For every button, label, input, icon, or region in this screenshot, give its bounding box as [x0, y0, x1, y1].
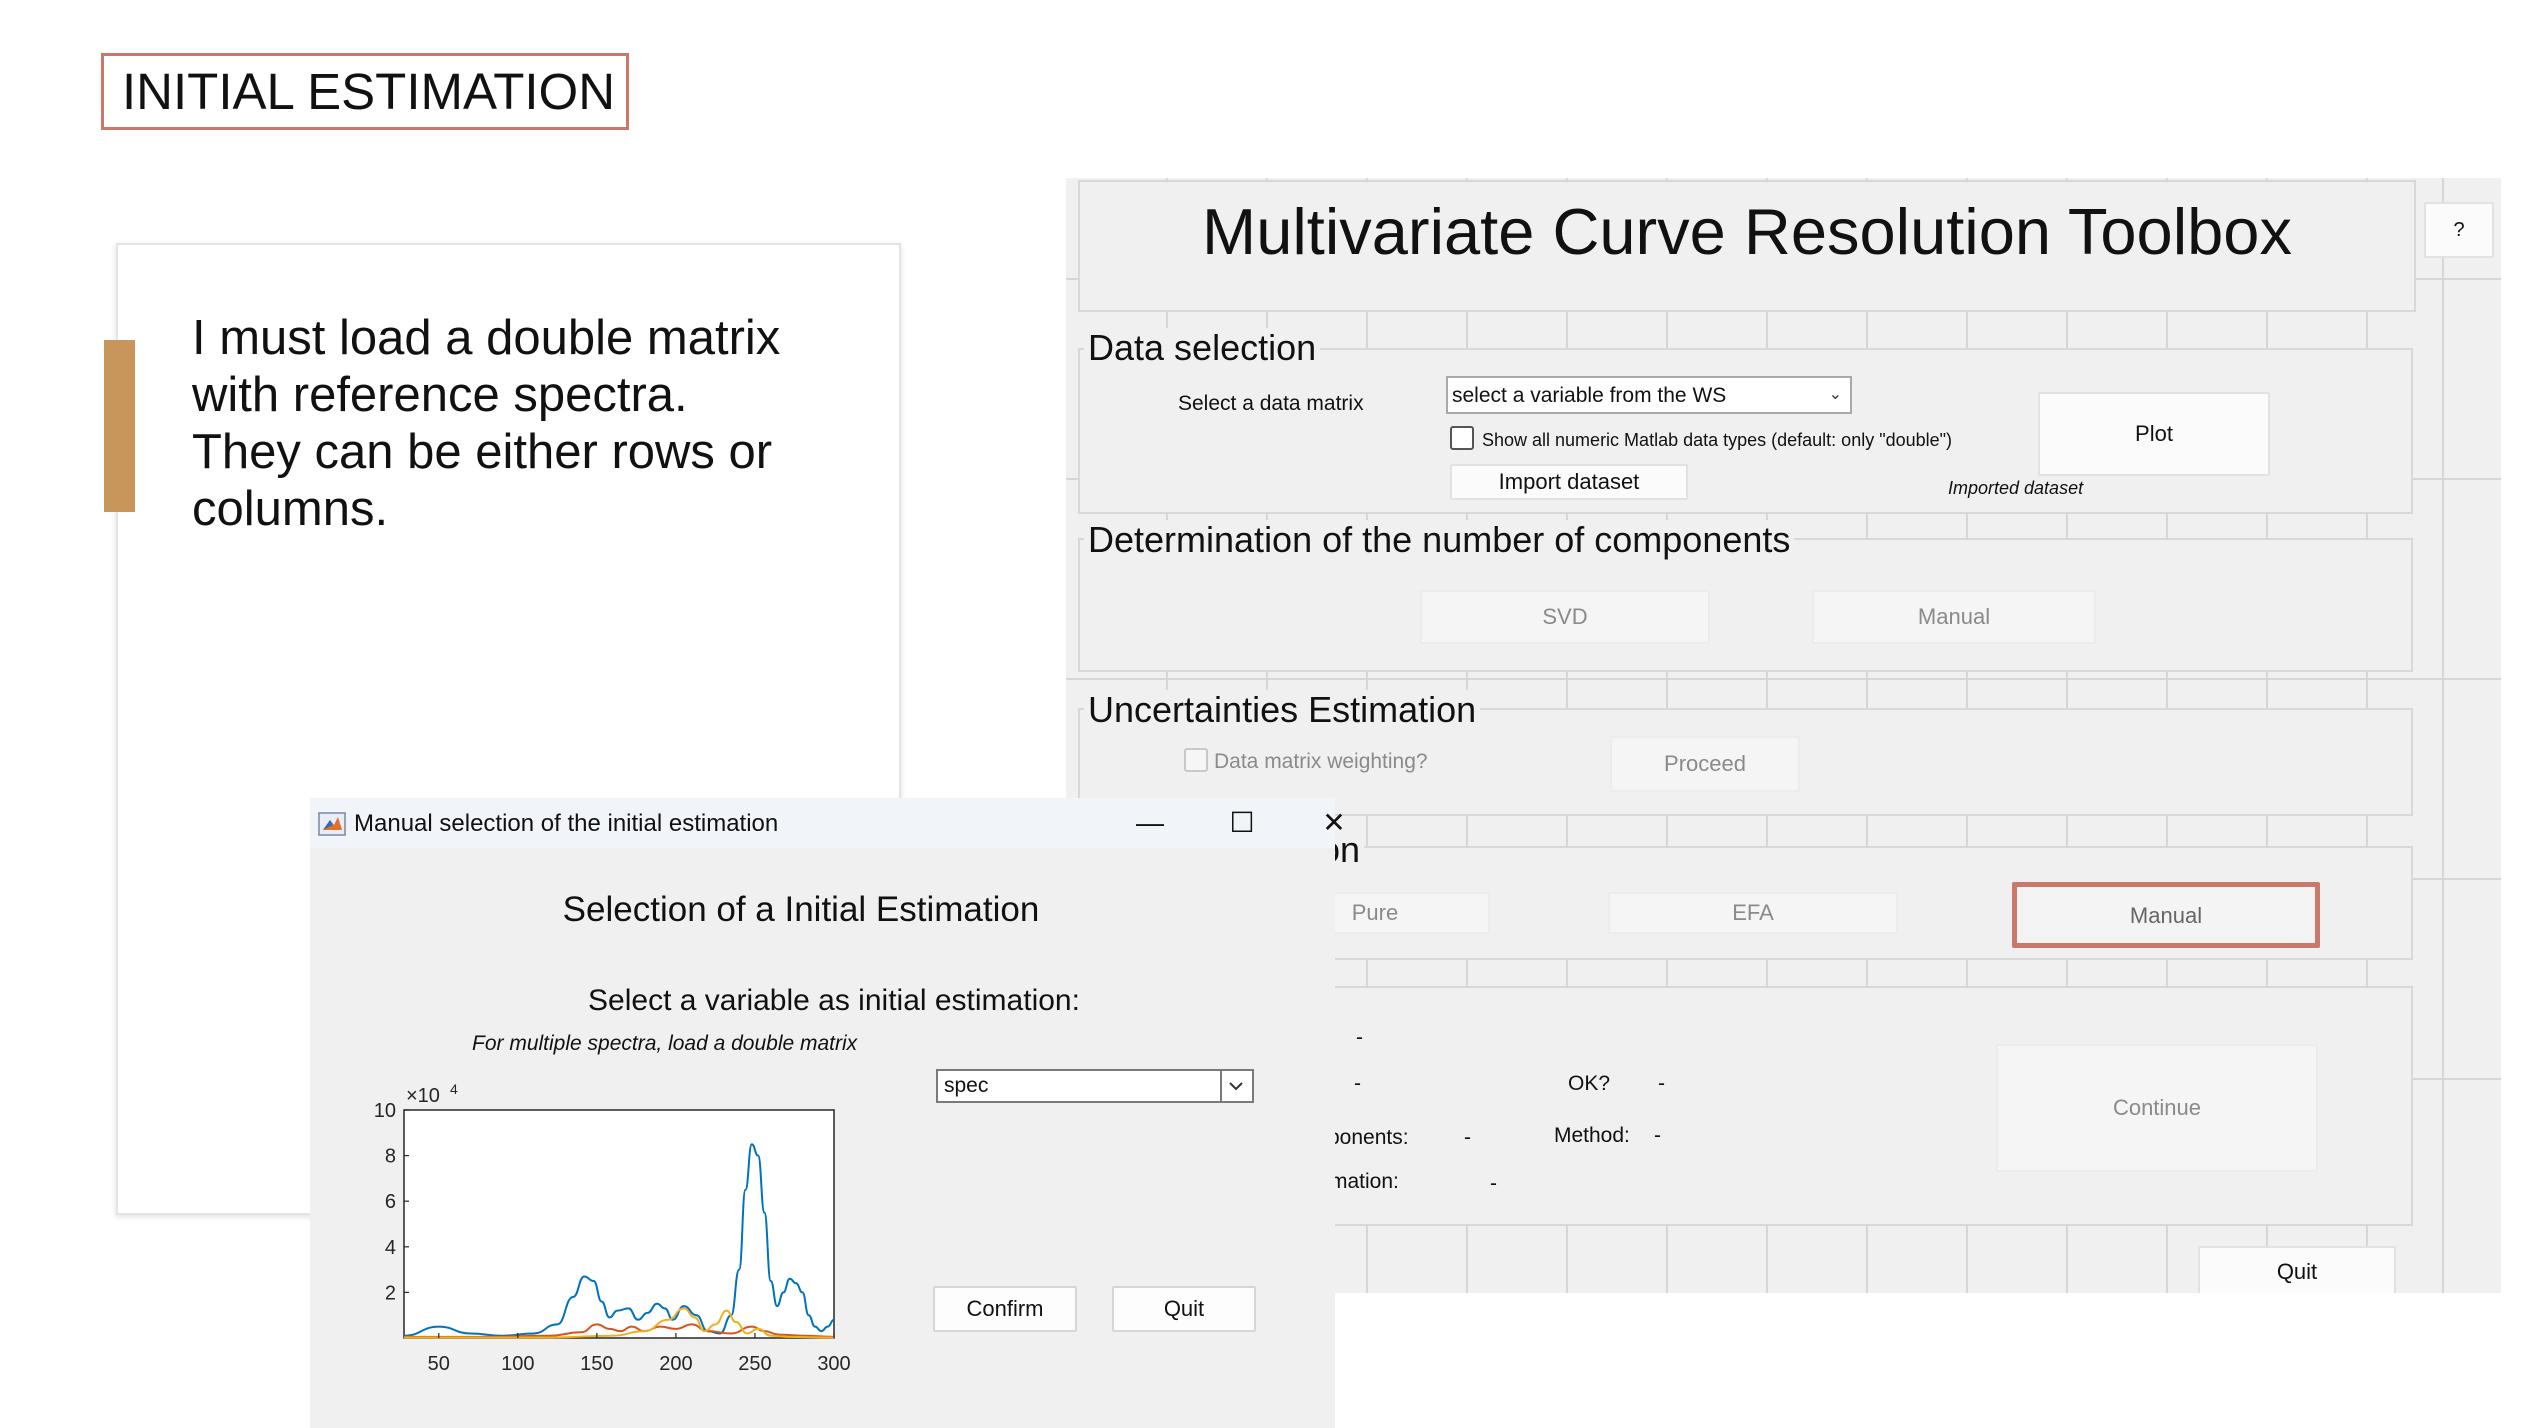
- efa-button[interactable]: EFA: [1608, 892, 1898, 934]
- grid-line: [2442, 178, 2444, 1293]
- numeric-types-checkbox[interactable]: [1450, 426, 1474, 450]
- accent-bar: [104, 340, 135, 512]
- components-summary-label: ponents:: [1328, 1126, 1409, 1149]
- series-line-3: [404, 1307, 835, 1339]
- quit-button[interactable]: Quit: [2198, 1246, 2396, 1293]
- card-text: I must load a double matrix with referen…: [192, 310, 872, 538]
- summary-dash: -: [1354, 1072, 1361, 1095]
- data-selection-panel: Select a data matrix select a variable f…: [1078, 348, 2413, 514]
- app-title: Multivariate Curve Resolution Toolbox: [1202, 195, 2292, 268]
- y-tick-label: 10: [374, 1100, 396, 1122]
- y-tick-label: 8: [385, 1146, 396, 1168]
- data-selection-title: Data selection: [1084, 328, 1321, 368]
- x-tick-label: 50: [428, 1353, 450, 1375]
- manual-selection-dialog: Manual selection of the initial estimati…: [310, 798, 1346, 1428]
- card-line: I must load a double matrix: [192, 311, 781, 365]
- method-value: -: [1654, 1124, 1661, 1147]
- series-line-1: [403, 1143, 835, 1337]
- method-label: Method:: [1554, 1124, 1630, 1147]
- proceed-button[interactable]: Proceed: [1610, 736, 1800, 792]
- dialog-titlebar: Manual selection of the initial estimati…: [310, 798, 1346, 848]
- components-panel: SVD Manual: [1078, 538, 2413, 672]
- plot-button[interactable]: Plot: [2038, 392, 2270, 476]
- ok-value: -: [1658, 1072, 1665, 1095]
- card-line: They can be either rows or: [192, 425, 773, 479]
- dialog-subheading: Select a variable as initial estimation:: [588, 984, 1080, 1017]
- x-tick-label: 300: [817, 1353, 850, 1375]
- chevron-down-icon: ⌄: [1828, 386, 1842, 403]
- summary-dash: -: [1356, 1026, 1363, 1049]
- x-tick-label: 250: [738, 1353, 771, 1375]
- y-exponent-power: 4: [450, 1081, 458, 1097]
- svd-button[interactable]: SVD: [1420, 590, 1710, 644]
- close-icon[interactable]: ✕: [1322, 807, 1346, 838]
- y-exponent-label: ×10: [406, 1085, 440, 1107]
- y-tick-label: 2: [385, 1282, 396, 1304]
- slide-title: INITIAL ESTIMATION: [101, 53, 629, 130]
- title-panel: Multivariate Curve Resolution Toolbox: [1078, 180, 2416, 312]
- spectra-plot: 50 100 150 200 250 300 2 4 6 8 10 ×10 4: [374, 1081, 851, 1375]
- dialog-title: Manual selection of the initial estimati…: [354, 810, 779, 837]
- x-tick-label: 200: [659, 1353, 692, 1375]
- imported-dataset-label: Imported dataset: [1948, 478, 2084, 498]
- components-title: Determination of the number of component…: [1084, 520, 1795, 560]
- confirm-button[interactable]: Confirm: [933, 1286, 1077, 1332]
- estimation-summary-value: -: [1490, 1172, 1497, 1195]
- select-data-label: Select a data matrix: [1178, 392, 1364, 415]
- plot-area: [403, 1109, 835, 1339]
- uncertainties-title: Uncertainties Estimation: [1084, 690, 1481, 730]
- weighting-checkbox[interactable]: [1184, 748, 1208, 772]
- dialog-quit-button[interactable]: Quit: [1112, 1286, 1256, 1332]
- numeric-types-label: Show all numeric Matlab data types (defa…: [1482, 430, 1953, 450]
- components-manual-button[interactable]: Manual: [1812, 590, 2096, 644]
- dropdown-value: select a variable from the WS: [1452, 384, 1727, 407]
- continue-button[interactable]: Continue: [1996, 1044, 2318, 1172]
- initial-manual-button[interactable]: Manual: [2012, 882, 2320, 948]
- x-tick-label: 100: [501, 1353, 534, 1375]
- variable-select[interactable]: spec: [936, 1069, 1254, 1103]
- estimation-summary-label: mation:: [1330, 1170, 1399, 1193]
- dialog-hint: For multiple spectra, load a double matr…: [472, 1032, 858, 1055]
- components-summary-value: -: [1464, 1126, 1471, 1149]
- ok-label: OK?: [1568, 1072, 1611, 1095]
- help-button[interactable]: ?: [2424, 202, 2494, 258]
- card-line: columns.: [192, 482, 389, 536]
- minimize-icon[interactable]: —: [1136, 807, 1164, 838]
- card-line: with reference spectra.: [192, 368, 688, 422]
- data-matrix-dropdown[interactable]: select a variable from the WS ⌄: [1446, 376, 1852, 414]
- x-tick-label: 150: [580, 1353, 613, 1375]
- weighting-label: Data matrix weighting?: [1214, 750, 1428, 773]
- chevron-down-icon[interactable]: [1220, 1071, 1252, 1101]
- dialog-heading: Selection of a Initial Estimation: [562, 890, 1040, 929]
- maximize-icon[interactable]: ☐: [1229, 807, 1255, 838]
- variable-select-value: spec: [944, 1074, 989, 1097]
- import-dataset-button[interactable]: Import dataset: [1450, 464, 1688, 500]
- y-tick-label: 6: [385, 1191, 396, 1213]
- y-tick-label: 4: [385, 1237, 396, 1259]
- grid-line: [1066, 678, 2501, 680]
- matlab-icon: [318, 812, 346, 836]
